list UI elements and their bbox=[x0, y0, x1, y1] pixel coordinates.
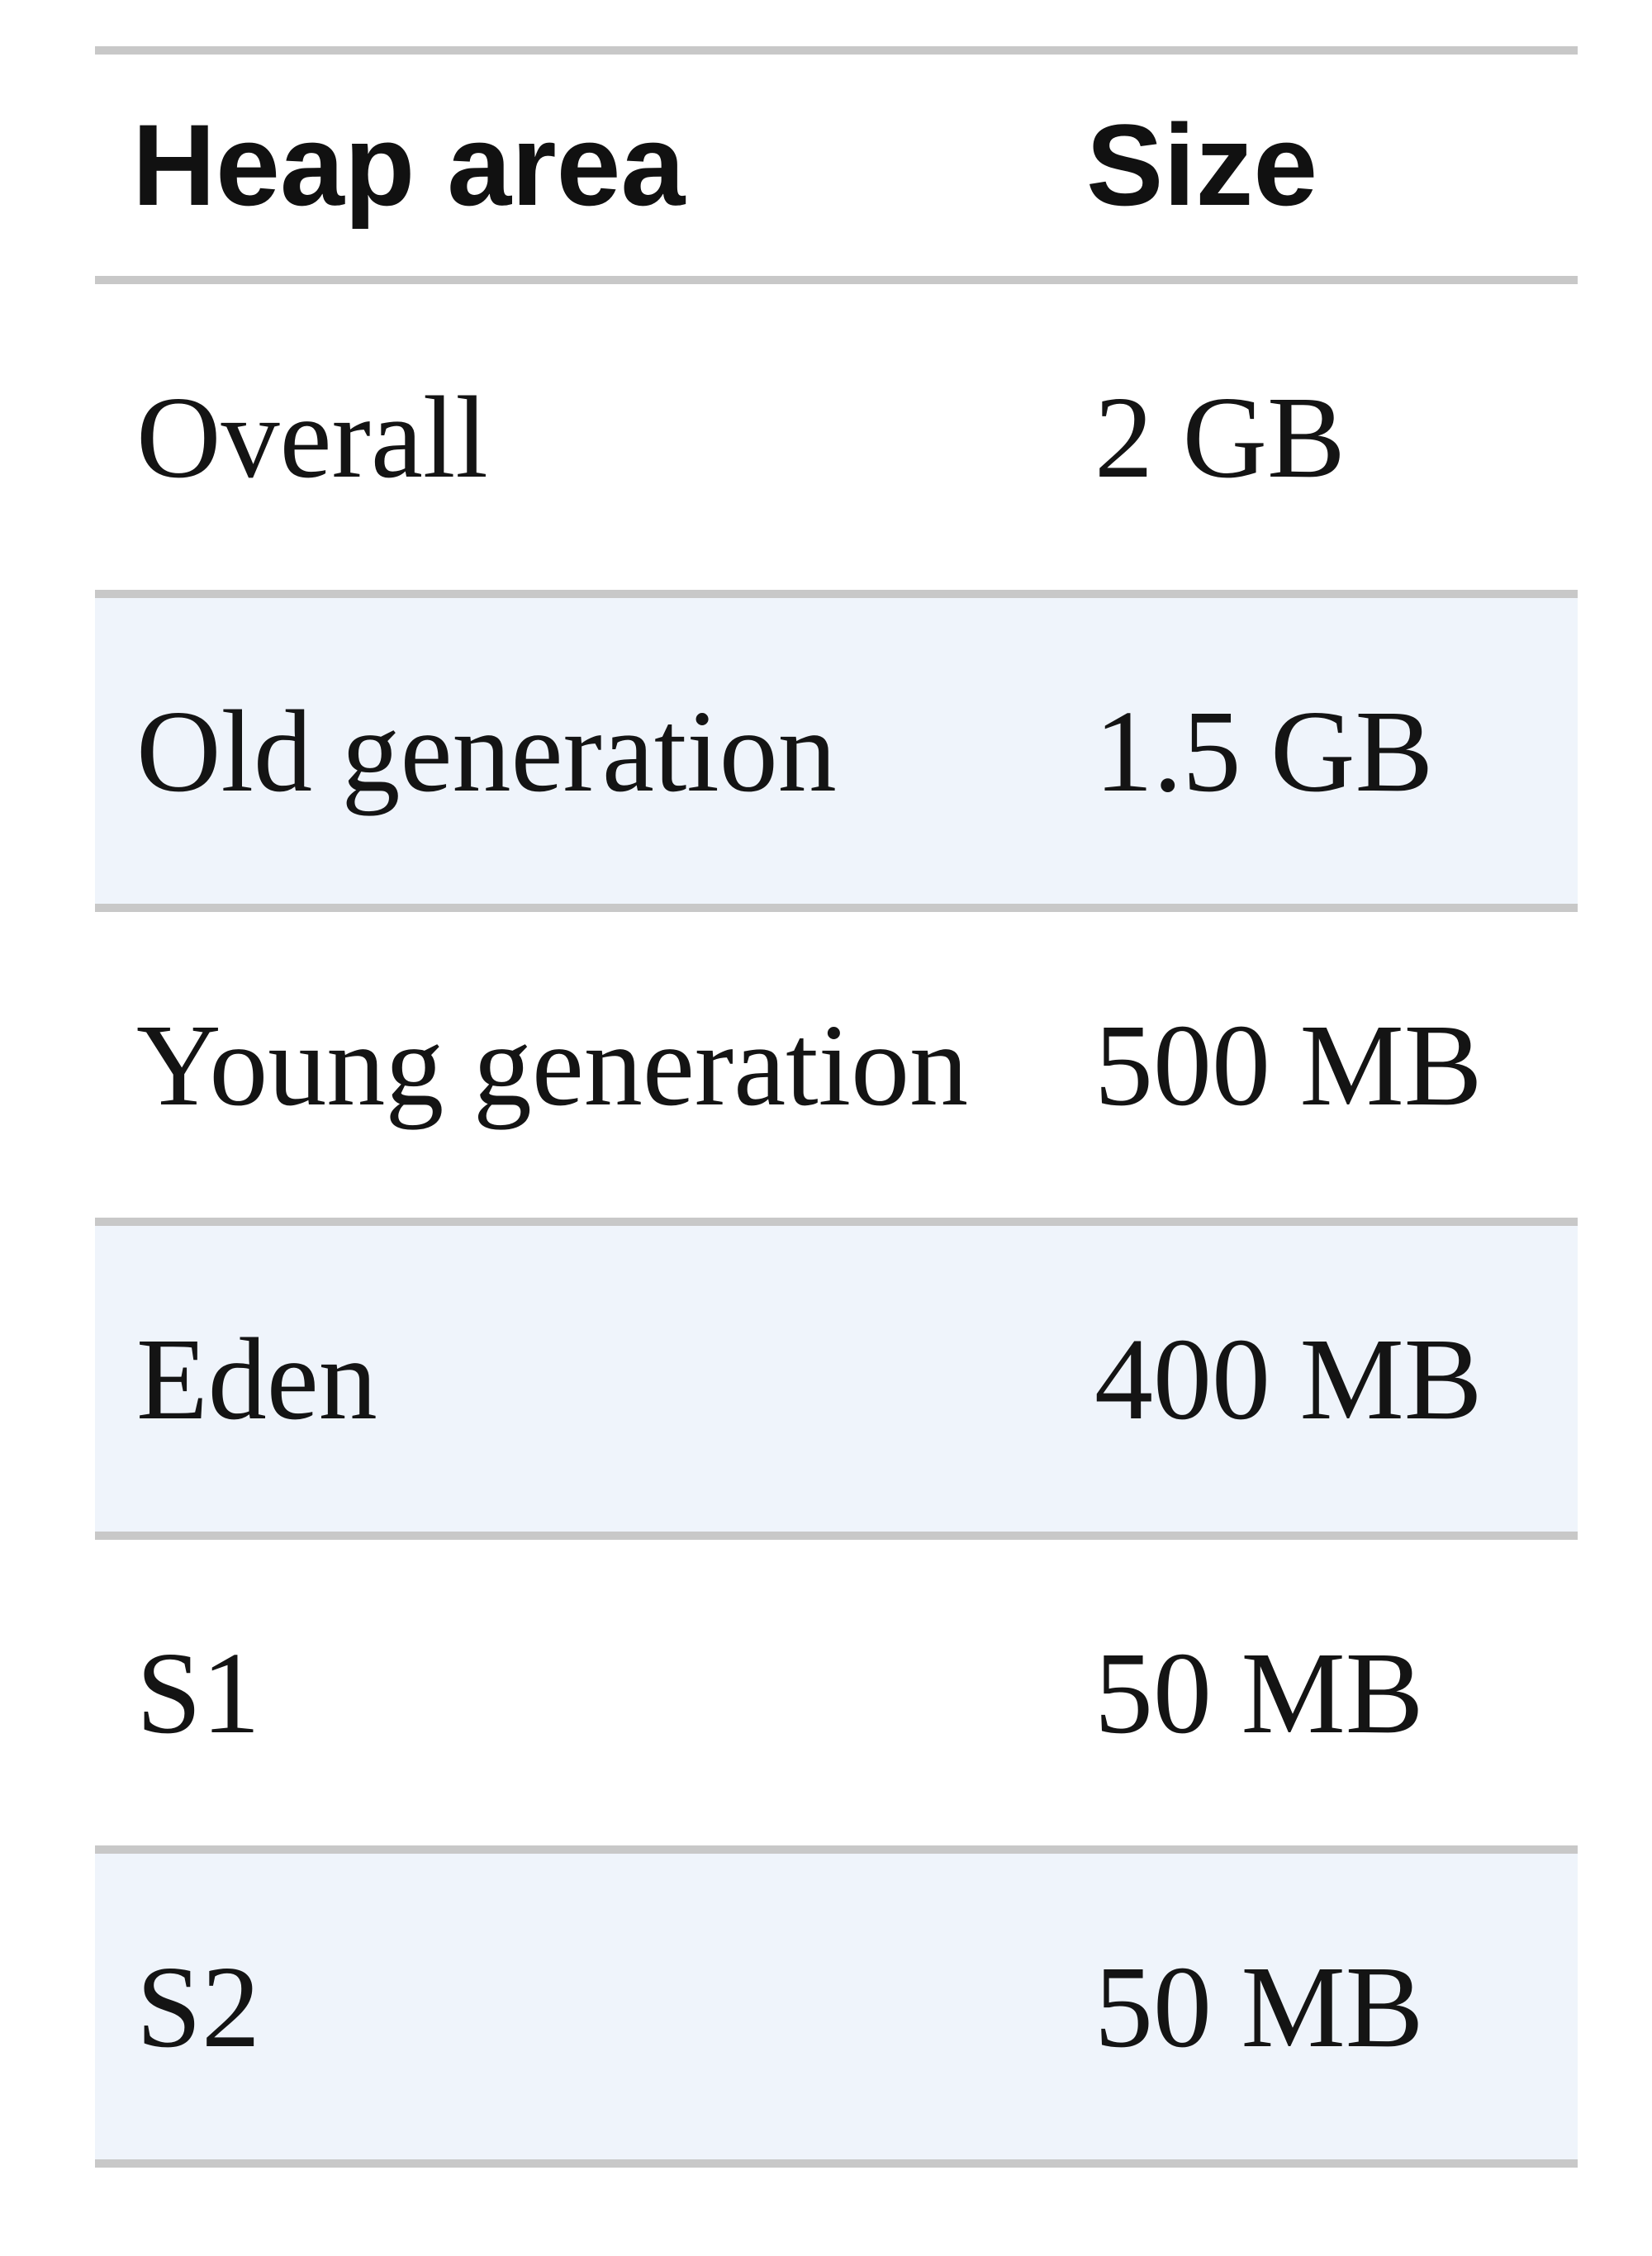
table-row: Eden 400 MB bbox=[95, 1222, 1578, 1540]
cell-heap-area: Eden bbox=[95, 1222, 1078, 1540]
cell-heap-area: Old generation bbox=[95, 594, 1078, 912]
heap-table-container: Heap area Size Overall 2 GB Old generati… bbox=[95, 46, 1578, 2168]
cell-size: 1.5 GB bbox=[1078, 594, 1578, 912]
table-row: S2 50 MB bbox=[95, 1850, 1578, 2168]
header-size: Size bbox=[1078, 50, 1578, 284]
table-row: S1 50 MB bbox=[95, 1536, 1578, 1854]
cell-size: 50 MB bbox=[1078, 1536, 1578, 1854]
cell-size: 500 MB bbox=[1078, 908, 1578, 1226]
cell-size: 2 GB bbox=[1078, 280, 1578, 598]
table-header: Heap area Size bbox=[95, 50, 1578, 284]
cell-heap-area: S1 bbox=[95, 1536, 1078, 1854]
cell-heap-area: Young generation bbox=[95, 908, 1078, 1226]
header-heap-area: Heap area bbox=[95, 50, 1078, 284]
table-row: Overall 2 GB bbox=[95, 280, 1578, 598]
heap-size-table: Heap area Size Overall 2 GB Old generati… bbox=[95, 46, 1578, 2168]
cell-size: 50 MB bbox=[1078, 1850, 1578, 2168]
table-body: Overall 2 GB Old generation 1.5 GB Young… bbox=[95, 280, 1578, 2168]
cell-heap-area: Overall bbox=[95, 280, 1078, 598]
header-row: Heap area Size bbox=[95, 50, 1578, 284]
table-row: Young generation 500 MB bbox=[95, 908, 1578, 1226]
cell-heap-area: S2 bbox=[95, 1850, 1078, 2168]
cell-size: 400 MB bbox=[1078, 1222, 1578, 1540]
table-row: Old generation 1.5 GB bbox=[95, 594, 1578, 912]
